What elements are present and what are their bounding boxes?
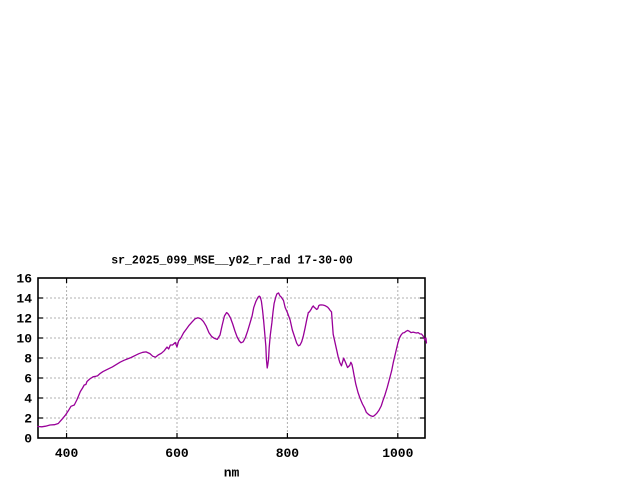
svg-text:2: 2 (24, 412, 32, 427)
svg-text:0: 0 (24, 432, 32, 447)
svg-text:8: 8 (24, 352, 32, 367)
svg-text:400: 400 (55, 446, 79, 461)
svg-text:800: 800 (276, 446, 300, 461)
svg-text:4: 4 (24, 392, 32, 407)
svg-text:nm: nm (224, 466, 240, 480)
svg-text:6: 6 (24, 372, 32, 387)
svg-text:sr_2025_099_MSE__y02_r_rad 17: sr_2025_099_MSE__y02_r_rad 17-30-00 (111, 255, 353, 268)
svg-text:14: 14 (16, 292, 32, 307)
svg-text:1000: 1000 (382, 446, 413, 461)
svg-text:12: 12 (16, 312, 32, 327)
svg-text:10: 10 (16, 332, 32, 347)
svg-text:600: 600 (165, 446, 189, 461)
svg-text:16: 16 (16, 272, 32, 287)
